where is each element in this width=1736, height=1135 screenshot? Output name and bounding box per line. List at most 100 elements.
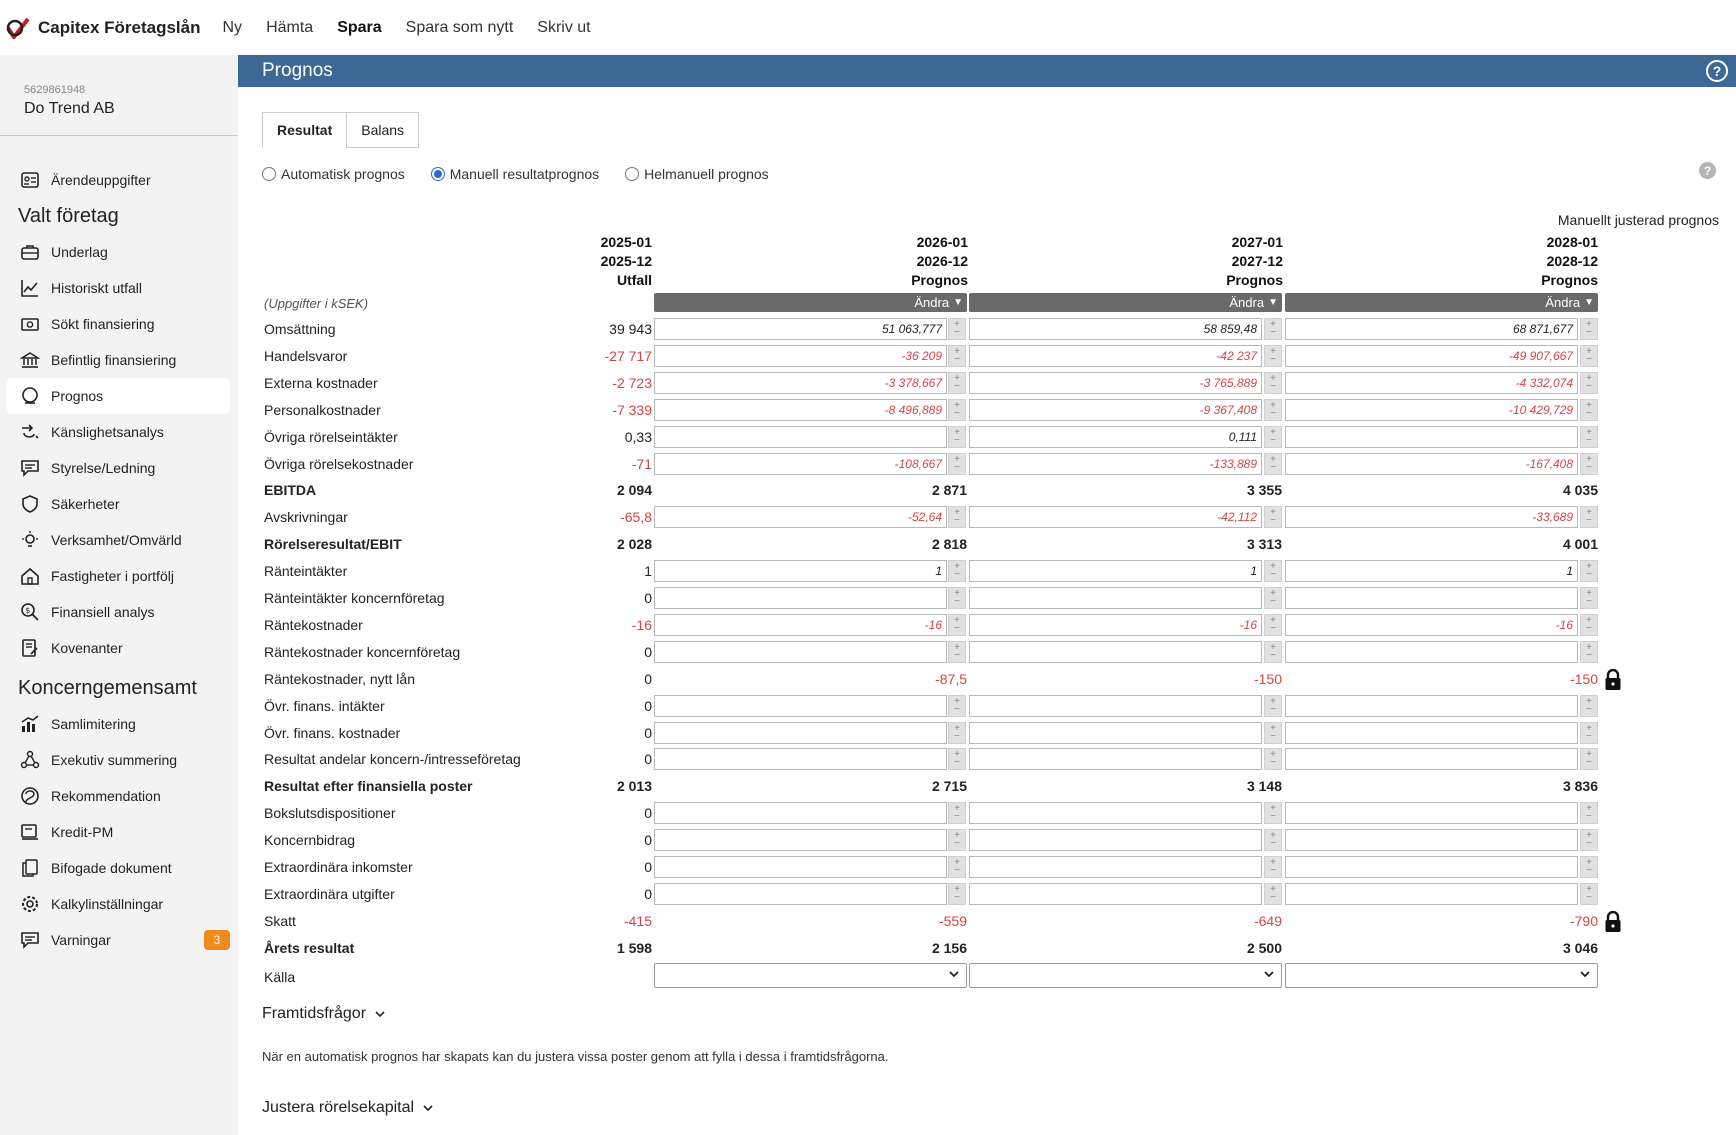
forecast-input-1[interactable]: 1: [654, 560, 947, 583]
adjust-button[interactable]: + −: [1264, 882, 1282, 905]
sidebar-item-varningar[interactable]: Varningar 3: [0, 922, 238, 958]
forecast-input-1[interactable]: [654, 856, 947, 878]
section-justera-rorelsekapital[interactable]: Justera rörelsekapital: [262, 1099, 434, 1117]
tab-balans[interactable]: Balans: [346, 112, 420, 148]
forecast-input-2[interactable]: [969, 721, 1262, 744]
forecast-input-2[interactable]: [969, 829, 1262, 852]
forecast-input-3[interactable]: [1285, 721, 1578, 744]
menu-new[interactable]: Ny: [222, 18, 243, 36]
forecast-input-2[interactable]: [969, 694, 1262, 717]
forecast-input-2[interactable]: -3 765,889: [969, 371, 1262, 394]
adjust-button[interactable]: + −: [948, 721, 966, 744]
sidebar-item-underlag[interactable]: Underlag: [0, 234, 238, 270]
forecast-input-3[interactable]: [1285, 829, 1578, 852]
tab-resultat[interactable]: Resultat: [262, 112, 348, 148]
adjust-button[interactable]: + −: [1264, 398, 1282, 421]
sidebar-item-finansiell-analys[interactable]: $ Finansiell analys: [0, 594, 238, 630]
adjust-button[interactable]: + −: [1264, 721, 1282, 744]
forecast-input-1[interactable]: [654, 721, 947, 744]
adjust-button[interactable]: + −: [948, 398, 966, 421]
adjust-button[interactable]: + −: [948, 452, 966, 475]
adjust-button[interactable]: + −: [1264, 748, 1282, 771]
adjust-button[interactable]: + −: [948, 748, 966, 771]
adjust-button[interactable]: + −: [1580, 560, 1598, 583]
adjust-button[interactable]: + −: [948, 613, 966, 636]
app-logo[interactable]: Capitex Företagslån: [6, 17, 201, 39]
radio-manuell-resultatprognos[interactable]: Manuell resultatprognos: [430, 166, 599, 182]
forecast-input-1[interactable]: [654, 640, 947, 663]
adjust-button[interactable]: + −: [948, 829, 966, 852]
adjust-button[interactable]: + −: [1264, 344, 1282, 367]
forecast-input-2[interactable]: 1: [969, 560, 1262, 583]
forecast-input-1[interactable]: [654, 694, 947, 717]
menu-save[interactable]: Spara: [337, 18, 382, 36]
sidebar-item-rekommendation[interactable]: Rekommendation: [0, 778, 238, 814]
adjust-button[interactable]: + −: [1580, 721, 1598, 744]
adjust-button[interactable]: + −: [948, 425, 966, 448]
forecast-input-2[interactable]: 0,111: [969, 425, 1262, 448]
adjust-button[interactable]: + −: [948, 694, 966, 717]
radio-helmanuell-prognos[interactable]: Helmanuell prognos: [625, 166, 769, 182]
adjust-button[interactable]: + −: [1580, 506, 1598, 529]
adjust-button[interactable]: + −: [1264, 587, 1282, 609]
source-select-1[interactable]: [654, 963, 967, 988]
forecast-input-3[interactable]: [1285, 882, 1578, 905]
adjust-button[interactable]: + −: [1264, 452, 1282, 475]
adjust-button[interactable]: + −: [1264, 425, 1282, 448]
forecast-input-3[interactable]: 1: [1285, 560, 1578, 583]
forecast-input-2[interactable]: -133,889: [969, 452, 1262, 475]
adjust-button[interactable]: + −: [1580, 802, 1598, 825]
forecast-input-3[interactable]: [1285, 694, 1578, 717]
adjust-button[interactable]: + −: [1580, 452, 1598, 475]
radio-circle-selected[interactable]: [430, 167, 445, 181]
adjust-button[interactable]: + −: [1580, 318, 1598, 340]
forecast-input-2[interactable]: -42 237: [969, 344, 1262, 367]
adjust-button[interactable]: + −: [948, 344, 966, 367]
adjust-button[interactable]: + −: [1264, 694, 1282, 717]
forecast-input-2[interactable]: [969, 748, 1262, 771]
source-select-3[interactable]: [1285, 963, 1598, 988]
menu-print[interactable]: Skriv ut: [537, 18, 591, 36]
adjust-button[interactable]: + −: [1580, 856, 1598, 878]
forecast-input-2[interactable]: [969, 882, 1262, 905]
forecast-input-3[interactable]: -10 429,729: [1285, 398, 1578, 421]
adjust-button[interactable]: + −: [1264, 640, 1282, 663]
sidebar-item-kalkylinstallningar[interactable]: Kalkylinställningar: [0, 886, 238, 922]
andra-dropdown-1[interactable]: Ändra ▼: [654, 293, 967, 312]
radio-automatisk-prognos[interactable]: Automatisk prognos: [262, 166, 405, 182]
lock-icon[interactable]: [1604, 910, 1622, 933]
adjust-button[interactable]: + −: [1264, 613, 1282, 636]
source-select-2[interactable]: [969, 963, 1282, 988]
adjust-button[interactable]: + −: [1580, 882, 1598, 905]
forecast-input-1[interactable]: 51 063,777: [654, 318, 947, 340]
adjust-button[interactable]: + −: [948, 802, 966, 825]
forecast-input-3[interactable]: -16: [1285, 613, 1578, 636]
sidebar-item-exekutiv-summering[interactable]: Exekutiv summering: [0, 742, 238, 778]
adjust-button[interactable]: + −: [948, 506, 966, 529]
forecast-input-1[interactable]: [654, 829, 947, 852]
forecast-input-2[interactable]: [969, 640, 1262, 663]
forecast-input-3[interactable]: -4 332,074: [1285, 371, 1578, 394]
andra-dropdown-2[interactable]: Ändra ▼: [969, 293, 1282, 312]
section-framtidsfragor[interactable]: Framtidsfrågor: [262, 1005, 386, 1023]
adjust-button[interactable]: + −: [948, 318, 966, 340]
adjust-button[interactable]: + −: [1580, 425, 1598, 448]
adjust-button[interactable]: + −: [1580, 829, 1598, 852]
forecast-input-2[interactable]: 58 859,48: [969, 318, 1262, 340]
forecast-input-1[interactable]: -16: [654, 613, 947, 636]
adjust-button[interactable]: + −: [1580, 694, 1598, 717]
forecast-input-3[interactable]: -33,689: [1285, 506, 1578, 529]
forecast-input-3[interactable]: [1285, 587, 1578, 609]
forecast-input-3[interactable]: [1285, 425, 1578, 448]
forecast-input-1[interactable]: -36 209: [654, 344, 947, 367]
adjust-button[interactable]: + −: [948, 856, 966, 878]
adjust-button[interactable]: + −: [948, 560, 966, 583]
adjust-button[interactable]: + −: [1264, 560, 1282, 583]
sidebar-item-kanslighetsanalys[interactable]: Känslighetsanalys: [0, 414, 238, 450]
adjust-button[interactable]: + −: [948, 587, 966, 609]
adjust-button[interactable]: + −: [948, 882, 966, 905]
adjust-button[interactable]: + −: [1580, 587, 1598, 609]
lock-icon[interactable]: [1604, 668, 1622, 691]
sidebar-item-verksamhet-omvarld[interactable]: Verksamhet/Omvärld: [0, 522, 238, 558]
adjust-button[interactable]: + −: [1580, 371, 1598, 394]
